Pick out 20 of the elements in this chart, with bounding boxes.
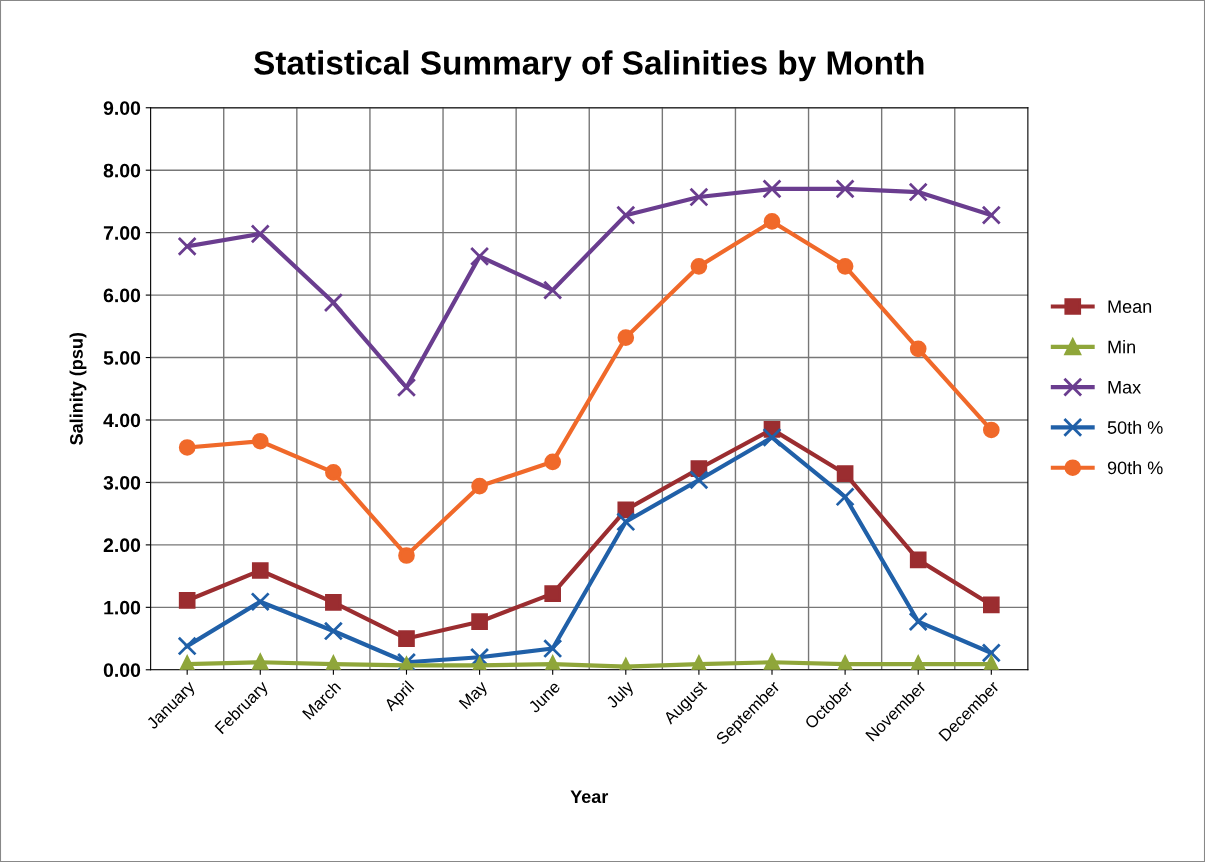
y-tick-label: 4.00 <box>103 413 141 428</box>
y-tick-label: 3.00 <box>103 475 141 490</box>
y-tick-label: 9.00 <box>103 101 141 115</box>
y-tick-label: 5.00 <box>103 351 141 365</box>
y-tick-label: 0.00 <box>103 663 141 678</box>
legend-label: Max <box>1108 381 1141 394</box>
legend-label: Mean <box>1108 300 1152 313</box>
x-tick-label: July <box>605 679 637 712</box>
x-axis-title: Year <box>570 790 609 804</box>
y-tick-label: 2.00 <box>103 538 141 553</box>
y-axis-title: Salinity (psu) <box>69 332 87 445</box>
legend-label: 90th % <box>1107 460 1163 475</box>
x-tick-label: May <box>458 679 491 712</box>
y-tick-label: 7.00 <box>103 226 141 240</box>
chart-title: Statistical Summary of Salinities by Month <box>254 50 924 82</box>
y-tick-label: 8.00 <box>103 163 141 178</box>
y-tick-label: 1.00 <box>104 600 141 615</box>
legend-label: Min <box>1108 340 1135 354</box>
y-tick-label: 6.00 <box>103 288 141 303</box>
legend-label: 50th % <box>1107 420 1163 434</box>
